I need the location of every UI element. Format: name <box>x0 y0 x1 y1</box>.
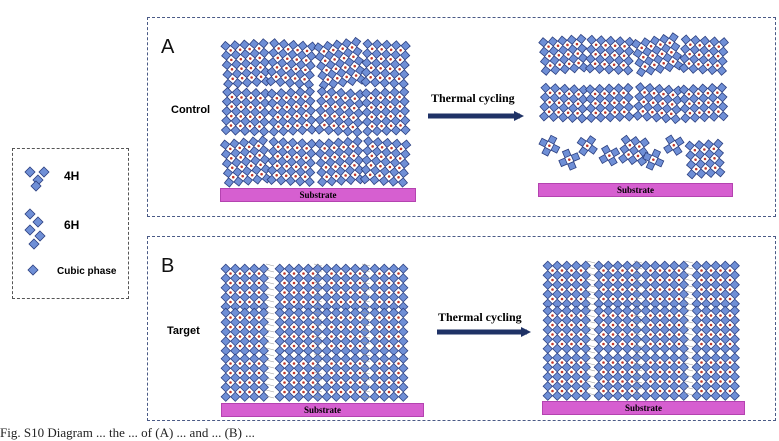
passivation-layer <box>684 260 694 396</box>
control-grain-before <box>220 86 271 137</box>
target-grain-after <box>593 305 642 354</box>
panel-b-substrate-before: Substrate <box>221 403 424 417</box>
control-grain-before <box>360 86 411 137</box>
control-grain-after <box>585 82 635 124</box>
target-grain-before <box>321 307 370 356</box>
figure-caption: Fig. S10 Diagram ... the ... of (A) ... … <box>0 425 255 440</box>
target-grain-before <box>369 307 409 356</box>
panel-b-letter: B <box>161 255 175 277</box>
target-grain-before <box>274 263 323 312</box>
target-grain-before <box>321 263 370 312</box>
passivation-layer <box>633 260 643 396</box>
panel-a-substrate-before: Substrate <box>220 188 416 202</box>
control-grain-before <box>313 36 367 91</box>
legend-label-cubic: Cubic phase <box>57 266 117 277</box>
control-fragment <box>576 135 598 157</box>
target-grain-before <box>220 307 269 356</box>
target-grain-after <box>593 352 642 401</box>
control-fragment <box>663 134 685 156</box>
target-grain-after <box>542 305 591 354</box>
panel-a-letter: A <box>161 36 175 58</box>
target-grain-after <box>640 260 689 309</box>
control-grain-before <box>314 136 366 188</box>
6h-polytype-icon <box>24 208 46 250</box>
target-grain-before <box>274 353 323 402</box>
target-grain-before <box>369 263 409 312</box>
legend: 4H 6H Cubic phase <box>12 148 129 299</box>
target-grain-before <box>220 263 269 312</box>
control-grain-before <box>314 86 366 138</box>
target-grain-before <box>220 353 269 402</box>
target-grain-after <box>640 305 689 354</box>
control-fragment <box>642 148 665 171</box>
control-grain-before <box>266 86 317 137</box>
control-label: Control <box>171 104 211 116</box>
control-grain-after <box>631 32 684 78</box>
panel-a-arrow-label: Thermal cycling <box>431 91 515 105</box>
control-fragment <box>538 134 561 157</box>
control-grain-before <box>266 136 317 187</box>
control-grain-after <box>584 34 635 76</box>
control-grain-before <box>359 136 412 188</box>
control-grain-before <box>360 38 411 89</box>
target-grain-after <box>691 260 740 309</box>
panel-a: A <box>147 17 776 217</box>
passivation-layer <box>313 263 323 399</box>
control-fragment <box>684 138 726 180</box>
control-fragment <box>598 144 621 167</box>
passivation-layer <box>361 263 371 399</box>
control-grain-before <box>219 135 272 188</box>
control-grain-after <box>538 82 589 124</box>
control-fragment <box>618 134 650 167</box>
target-grain-before <box>321 353 370 402</box>
target-grain-before <box>274 307 323 356</box>
target-label: Target <box>167 325 200 337</box>
legend-label-4h: 4H <box>64 169 80 183</box>
target-grain-before <box>369 353 409 402</box>
target-grain-after <box>691 352 740 401</box>
target-grain-after <box>542 260 591 309</box>
legend-label-6h: 6H <box>64 218 80 232</box>
control-grain-after <box>538 33 589 76</box>
target-grain-after <box>691 305 740 354</box>
target-grain-after <box>640 352 689 401</box>
control-grain-before <box>265 38 318 90</box>
control-grain-before <box>220 38 272 90</box>
panel-b: B <box>147 236 776 421</box>
passivation-layer <box>265 263 275 399</box>
cubic-phase-icon <box>27 264 39 276</box>
target-grain-after <box>542 352 591 401</box>
control-grain-after <box>678 34 729 76</box>
panel-b-substrate-after: Substrate <box>542 401 745 415</box>
panel-b-arrow-label: Thermal cycling <box>438 310 522 324</box>
4h-polytype-icon <box>24 166 50 192</box>
control-fragment <box>558 148 581 171</box>
control-grain-after <box>678 82 729 124</box>
target-grain-after <box>593 260 642 309</box>
control-grain-after <box>632 82 684 125</box>
panel-a-substrate-after: Substrate <box>538 183 733 197</box>
passivation-layer <box>586 260 596 396</box>
